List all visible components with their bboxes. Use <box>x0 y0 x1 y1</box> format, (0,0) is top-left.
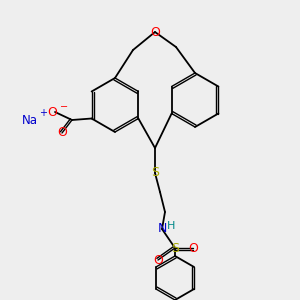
Text: Na: Na <box>22 113 38 127</box>
Text: +: + <box>39 108 47 118</box>
Text: H: H <box>167 221 175 231</box>
Text: S: S <box>171 242 179 254</box>
Text: S: S <box>151 167 159 179</box>
Text: O: O <box>153 254 163 266</box>
Text: N: N <box>157 223 167 236</box>
Text: O: O <box>57 127 67 140</box>
Text: O: O <box>47 106 57 118</box>
Text: −: − <box>60 102 68 112</box>
Text: O: O <box>188 242 198 254</box>
Text: O: O <box>150 26 160 38</box>
